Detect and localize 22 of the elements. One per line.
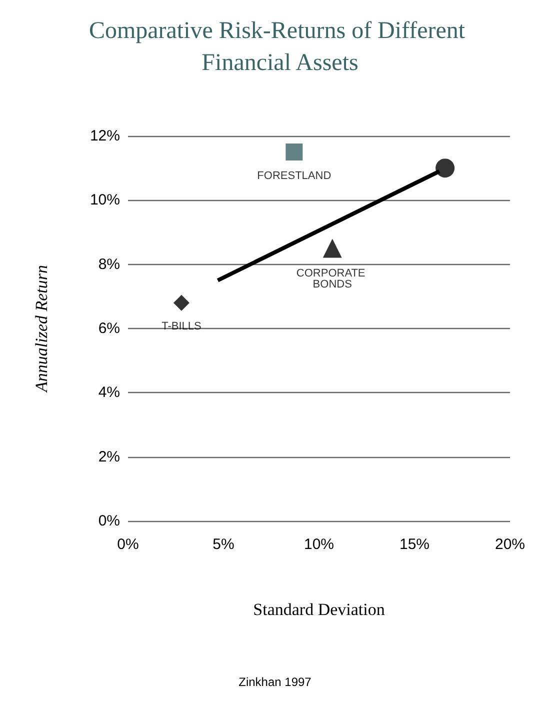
- series-label: FORESTLAND: [257, 170, 332, 182]
- y-tick-label: 2%: [98, 448, 120, 466]
- text: Zinkhan 1997: [238, 675, 312, 689]
- series-label: CORPORATE BONDS: [296, 267, 368, 290]
- x-tick-label: 5%: [212, 536, 234, 553]
- point: [286, 144, 303, 161]
- x-tick-label: 20%: [494, 536, 526, 553]
- y-tick-label: 4%: [98, 384, 120, 402]
- y-tick-label: 6%: [98, 320, 120, 337]
- chart-title: Comparative Risk-Returns of Different Financial Assets: [88, 18, 472, 76]
- y-tick-label: 8%: [98, 256, 120, 273]
- point: [322, 238, 342, 258]
- x-tick-label: 15%: [399, 536, 430, 553]
- y-tick-label: 10%: [90, 192, 120, 209]
- y-axis-title: Annualized Return: [32, 264, 51, 394]
- x-tick-label: 0%: [117, 536, 139, 553]
- y-tick-label: 0%: [98, 512, 120, 530]
- x-tick-label: 10%: [304, 536, 334, 553]
- point: [173, 294, 190, 311]
- point: [436, 158, 455, 178]
- y-tick-label: 12%: [90, 128, 120, 144]
- x-axis-title: Standard Deviation: [253, 600, 386, 619]
